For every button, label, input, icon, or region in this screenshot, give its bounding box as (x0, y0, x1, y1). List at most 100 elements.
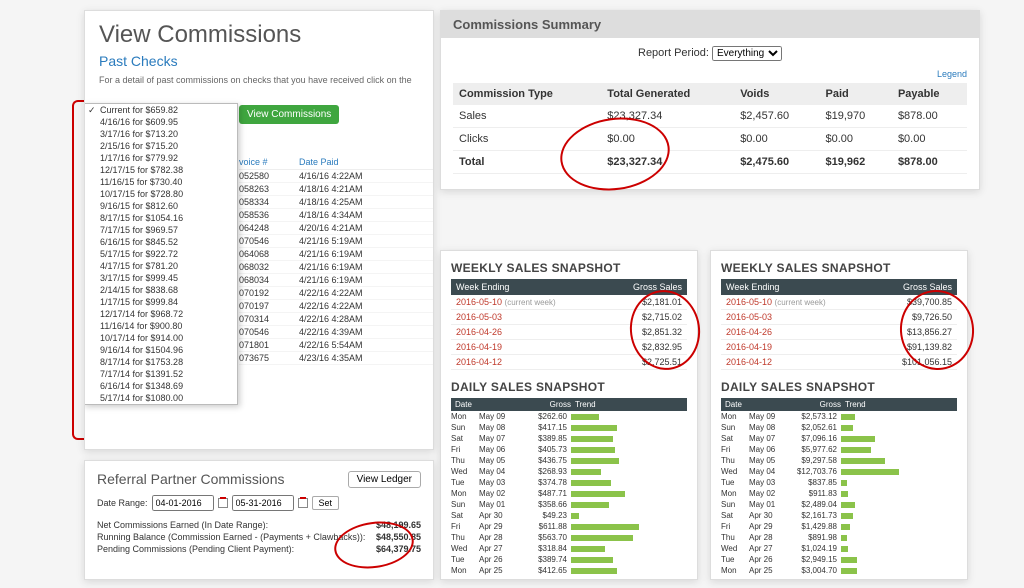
table-row: SatApr 30$2,161.73 (721, 510, 957, 521)
dropdown-item[interactable]: 3/17/16 for $713.20 (84, 128, 237, 140)
dropdown-item[interactable]: 4/17/15 for $781.20 (84, 260, 237, 272)
commission-line: Net Commissions Earned (In Date Range):$… (97, 519, 421, 531)
table-row: 0525804/16/16 4:22AM (239, 170, 434, 183)
table-row: 0705464/22/16 4:39AM (239, 326, 434, 339)
dropdown-item[interactable]: 10/17/14 for $914.00 (84, 332, 237, 344)
dropdown-item[interactable]: 7/17/15 for $969.57 (84, 224, 237, 236)
table-row: 2016-04-12 $101,056.15 (721, 355, 957, 370)
table-row: SunMay 01$2,489.04 (721, 499, 957, 510)
table-row: ThuApr 28$563.70 (451, 532, 687, 543)
dropdown-item[interactable]: 11/16/14 for $900.80 (84, 320, 237, 332)
dropdown-item[interactable]: 7/17/14 for $1391.52 (84, 368, 237, 380)
summary-title: Commissions Summary (441, 11, 979, 38)
table-row: ThuMay 05$436.75 (451, 455, 687, 466)
dropdown-item[interactable]: 12/17/15 for $782.38 (84, 164, 237, 176)
table-row: 0640684/21/16 6:19AM (239, 248, 434, 261)
table-row: Total$23,327.34$2,475.60$19,962$878.00 (453, 151, 967, 174)
dropdown-item[interactable]: 12/17/14 for $968.72 (84, 308, 237, 320)
view-commissions-button[interactable]: View Commissions (239, 105, 339, 124)
summary-table: Commission TypeTotal GeneratedVoidsPaidP… (453, 83, 967, 174)
legend-link[interactable]: Legend (441, 69, 979, 79)
table-row: 2016-05-03 $2,715.02 (451, 310, 687, 325)
table-row: 0582634/18/16 4:21AM (239, 183, 434, 196)
dropdown-item[interactable]: 5/17/15 for $922.72 (84, 248, 237, 260)
past-checks-subtitle: Past Checks (99, 53, 419, 69)
dropdown-item[interactable]: 10/17/15 for $728.80 (84, 188, 237, 200)
table-row: FriApr 29$1,429.88 (721, 521, 957, 532)
dropdown-item[interactable]: 6/16/15 for $845.52 (84, 236, 237, 248)
table-row: 2016-04-19 $91,139.82 (721, 340, 957, 355)
date-to-input[interactable] (232, 495, 294, 511)
table-row: 0585364/18/16 4:34AM (239, 209, 434, 222)
report-period-select[interactable]: Everything (712, 46, 782, 61)
daily-title-2: DAILY SALES SNAPSHOT (721, 380, 957, 394)
date-from-input[interactable] (152, 495, 214, 511)
dropdown-item[interactable]: 6/16/14 for $1348.69 (84, 380, 237, 392)
table-row: 2016-05-10 (current week)$39,700.85 (721, 295, 957, 310)
snapshot-panel-2: WEEKLY SALES SNAPSHOT Week Ending Gross … (710, 250, 968, 580)
view-commissions-panel: View Commissions Past Checks For a detai… (84, 10, 434, 450)
dropdown-item[interactable]: 8/17/15 for $1054.16 (84, 212, 237, 224)
table-row: WedApr 27$318.84 (451, 543, 687, 554)
table-row: 0642484/20/16 4:21AM (239, 222, 434, 235)
calendar-icon[interactable] (298, 498, 308, 508)
table-row: 0583344/18/16 4:25AM (239, 196, 434, 209)
commission-line: Running Balance (Commission Earned - (Pa… (97, 531, 421, 543)
table-row: 0701974/22/16 4:22AM (239, 300, 434, 313)
table-row: FriMay 06$5,977.62 (721, 444, 957, 455)
calendar-icon[interactable] (218, 498, 228, 508)
dropdown-item[interactable]: 8/17/14 for $1753.28 (84, 356, 237, 368)
table-row: FriApr 29$611.88 (451, 521, 687, 532)
table-row: SatApr 30$49.23 (451, 510, 687, 521)
commissions-table: voice # Date Paid 0525804/16/16 4:22AM05… (239, 155, 434, 365)
table-row: 2016-05-10 (current week)$2,181.01 (451, 295, 687, 310)
table-row: 2016-05-03 $9,726.50 (721, 310, 957, 325)
past-checks-dropdown[interactable]: Current for $659.824/16/16 for $609.953/… (84, 103, 238, 405)
table-row: TueMay 03$837.85 (721, 477, 957, 488)
referral-title: Referral Partner Commissions (97, 471, 285, 487)
table-row: 2016-04-26 $13,856.27 (721, 325, 957, 340)
table-row: SunMay 08$2,052.61 (721, 422, 957, 433)
dropdown-item[interactable]: 11/16/15 for $730.40 (84, 176, 237, 188)
week-ending-header: Week Ending (451, 279, 604, 295)
table-row: 0703144/22/16 4:28AM (239, 313, 434, 326)
table-row: 0680344/21/16 6:19AM (239, 274, 434, 287)
dropdown-item[interactable]: Current for $659.82 (84, 104, 237, 116)
weekly-title-2: WEEKLY SALES SNAPSHOT (721, 261, 957, 275)
dropdown-item[interactable]: 3/17/15 for $999.45 (84, 272, 237, 284)
table-row: MonApr 25$412.65 (451, 565, 687, 576)
report-period-label: Report Period: (638, 47, 709, 59)
dropdown-item[interactable]: 9/16/14 for $1504.96 (84, 344, 237, 356)
dropdown-item[interactable]: 2/14/15 for $838.68 (84, 284, 237, 296)
table-row: MonMay 02$487.71 (451, 488, 687, 499)
table-row: MonMay 09$2,573.12 (721, 411, 957, 422)
table-row: 0736754/23/16 4:35AM (239, 352, 434, 365)
table-row: MonApr 25$3,004.70 (721, 565, 957, 576)
weekly-title: WEEKLY SALES SNAPSHOT (451, 261, 687, 275)
view-ledger-button[interactable]: View Ledger (348, 471, 421, 488)
set-button[interactable]: Set (312, 496, 340, 510)
table-row: SatMay 07$389.85 (451, 433, 687, 444)
table-row: 0701924/22/16 4:22AM (239, 287, 434, 300)
dropdown-item[interactable]: 1/17/15 for $999.84 (84, 296, 237, 308)
table-row: WedMay 04$12,703.76 (721, 466, 957, 477)
table-row: 0705464/21/16 5:19AM (239, 235, 434, 248)
table-row: FriMay 06$405.73 (451, 444, 687, 455)
invoice-header: voice # (239, 157, 299, 167)
date-range-label: Date Range: (97, 498, 148, 508)
table-row: TueMay 03$374.78 (451, 477, 687, 488)
dropdown-item[interactable]: 4/16/16 for $609.95 (84, 116, 237, 128)
dropdown-item[interactable]: 1/17/16 for $779.92 (84, 152, 237, 164)
referral-partner-panel: Referral Partner Commissions View Ledger… (84, 460, 434, 580)
snapshot-panel-1: WEEKLY SALES SNAPSHOT Week Ending Gross … (440, 250, 698, 580)
page-title: View Commissions (99, 21, 419, 49)
dropdown-item[interactable]: 9/16/15 for $812.60 (84, 200, 237, 212)
dropdown-item[interactable]: 5/17/14 for $1080.00 (84, 392, 237, 404)
weekly-table-2: Week Ending Gross Sales 2016-05-10 (curr… (721, 279, 957, 370)
table-row: 2016-04-19 $2,832.95 (451, 340, 687, 355)
weekly-table-1: Week Ending Gross Sales 2016-05-10 (curr… (451, 279, 687, 370)
table-row: TueApr 26$2,949.15 (721, 554, 957, 565)
table-row: SunMay 01$358.66 (451, 499, 687, 510)
dropdown-item[interactable]: 2/15/16 for $715.20 (84, 140, 237, 152)
table-row: SunMay 08$417.15 (451, 422, 687, 433)
